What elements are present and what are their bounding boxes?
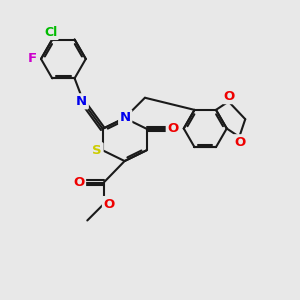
Text: N: N (76, 95, 87, 108)
Text: O: O (167, 122, 178, 135)
Text: S: S (92, 144, 102, 157)
Text: O: O (234, 136, 245, 149)
Text: O: O (103, 197, 115, 211)
Text: F: F (28, 52, 37, 65)
Text: Cl: Cl (44, 26, 57, 39)
Text: O: O (73, 176, 85, 189)
Text: N: N (120, 111, 131, 124)
Text: O: O (224, 90, 235, 103)
